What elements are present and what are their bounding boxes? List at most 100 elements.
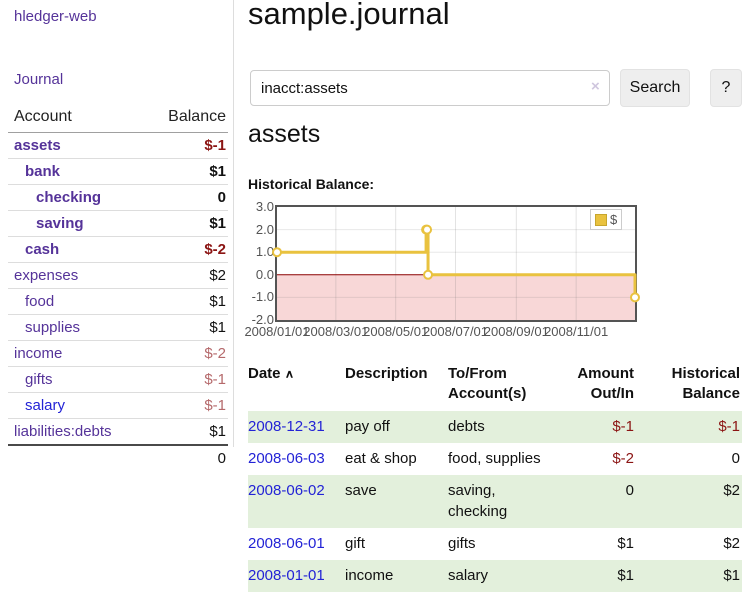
register-date-cell: 2008-06-03 (248, 443, 345, 475)
account-link[interactable]: checking (36, 189, 102, 206)
help-button[interactable]: ? (710, 69, 742, 107)
sidebar-accounts-header: Account Balance (8, 106, 228, 133)
register-description-cell: eat & shop (345, 449, 417, 467)
register-row: 2008-01-01 income salary $1 $1 (248, 559, 742, 592)
sidebar-total-row: 0 (8, 444, 228, 471)
account-link[interactable]: income (14, 345, 63, 362)
sidebar-account-row: saving $1 (8, 210, 228, 236)
register-description-cell: income (345, 566, 394, 584)
sidebar-account-row: expenses $2 (8, 262, 228, 288)
sidebar-account-row: income $-2 (8, 340, 228, 366)
account-link[interactable]: gifts (25, 371, 53, 388)
x-tick-label: 2008/03/01 (303, 324, 369, 339)
sidebar-total-value: 0 (217, 450, 226, 467)
page-title: sample.journal (248, 0, 450, 31)
account-balance: $1 (209, 319, 226, 336)
transaction-date-link[interactable]: 2008-06-01 (248, 534, 325, 552)
account-balance: $1 (209, 163, 226, 180)
account-link[interactable]: saving (36, 215, 84, 232)
search-button[interactable]: Search (620, 69, 690, 107)
account-balance: $-2 (204, 241, 226, 258)
account-link[interactable]: expenses (14, 267, 79, 284)
register-date-cell: 2008-06-01 (248, 528, 345, 560)
x-tick-label: 2008/05/01 (363, 324, 429, 339)
register-balance-cell: $2 (723, 481, 740, 499)
transaction-date-link[interactable]: 2008-06-03 (248, 449, 325, 467)
sidebar-account-row: liabilities:debts $1 (8, 418, 228, 444)
account-column-header: Account (14, 108, 72, 125)
account-link[interactable]: food (25, 293, 55, 310)
account-link[interactable]: cash (25, 241, 60, 258)
col-header-date[interactable]: Date ∧ (248, 365, 295, 382)
register-balance-cell: $1 (723, 566, 740, 584)
col-header-balance: Historical Balance (671, 365, 740, 403)
legend-series-label: $ (610, 212, 618, 227)
register-date-cell: 2008-01-01 (248, 560, 345, 592)
register-header-row: Date ∧ Description To/From Account(s) Am… (248, 362, 742, 411)
search-input[interactable] (250, 70, 610, 106)
register-row: 2008-06-03 eat & shop food, supplies $-2 0 (248, 443, 742, 475)
account-balance: $2 (209, 267, 226, 284)
account-heading: assets (248, 120, 321, 148)
account-balance: 0 (217, 189, 226, 206)
register-table: Date ∧ Description To/From Account(s) Am… (248, 362, 742, 592)
y-tick-label: 2.0 (255, 221, 274, 237)
account-balance: $-1 (204, 397, 226, 414)
x-tick-label: 2008/07/01 (422, 324, 489, 339)
sidebar-item-journal[interactable]: Journal (14, 71, 64, 88)
register-amount-cell: 0 (625, 481, 634, 499)
sidebar-account-row: salary $-1 (8, 392, 228, 418)
register-amount-cell: $-2 (612, 449, 634, 467)
sidebar-account-row: gifts $-1 (8, 366, 228, 392)
clear-search-icon[interactable]: × (591, 78, 600, 95)
y-tick-label: -2.0 (251, 312, 274, 327)
transaction-date-link[interactable]: 2008-01-01 (248, 566, 325, 584)
app-brand-link[interactable]: hledger-web (14, 8, 97, 25)
register-amount-cell: $1 (617, 566, 634, 584)
sidebar-accounts-table: Account Balance assets $-1 bank $1 checking 0… (8, 106, 228, 471)
account-link[interactable]: salary (25, 397, 66, 414)
sidebar-account-row: assets $-1 (8, 133, 228, 158)
y-tick-label: 0.0 (255, 266, 274, 282)
sidebar-account-row: checking 0 (8, 184, 228, 210)
register-accounts-cell: saving, checking (448, 481, 508, 520)
register-row: 2008-12-31 pay off debts $-1 $-1 (248, 410, 742, 443)
y-tick-label: -1.0 (251, 289, 274, 305)
historical-balance-chart: 3.0 2.0 1.0 0.0 -1.0 -2.0 $ 2008/01/01 2008/03… (244, 199, 742, 345)
col-header-description: Description (345, 365, 428, 382)
register-balance-cell: $2 (723, 534, 740, 552)
main-content: sample.journal × Search ? assets Histori… (244, 0, 742, 592)
register-accounts-cell: gifts (448, 534, 476, 552)
sidebar-divider (233, 0, 234, 447)
account-link[interactable]: supplies (25, 319, 81, 336)
transaction-date-link[interactable]: 2008-12-31 (248, 417, 325, 435)
register-accounts-cell: debts (448, 417, 485, 435)
account-balance: $-2 (204, 345, 226, 362)
sort-asc-icon: ∧ (284, 367, 295, 380)
account-balance: $1 (209, 215, 226, 232)
register-amount-cell: $-1 (612, 417, 634, 435)
account-balance: $-1 (204, 137, 226, 154)
legend-swatch-icon (595, 213, 607, 226)
x-tick-label: 2008/09/01 (483, 324, 549, 339)
account-balance: $1 (209, 423, 226, 440)
sidebar-account-row: food $1 (8, 288, 228, 314)
register-accounts-cell: food, supplies (448, 449, 541, 467)
y-tick-label: 1.0 (255, 244, 274, 260)
account-balance: $-1 (204, 371, 226, 388)
account-link[interactable]: assets (14, 137, 61, 154)
register-balance-cell: 0 (731, 449, 740, 467)
transaction-date-link[interactable]: 2008-06-02 (248, 481, 325, 499)
account-link[interactable]: bank (25, 163, 61, 180)
register-date-cell: 2008-06-02 (248, 475, 345, 528)
balance-line-chart-svg (272, 207, 640, 320)
sidebar-account-list: assets $-1 bank $1 checking 0 saving $1 cash $-2 e… (8, 133, 228, 444)
register-row: 2008-06-01 gift gifts $1 $2 (248, 528, 742, 560)
register-row: 2008-06-02 save saving, checking 0 $2 (248, 474, 742, 528)
y-tick-label: 3.0 (255, 199, 274, 214)
chart-title: Historical Balance: (248, 176, 375, 192)
x-tick-label: 2008/01/01 (244, 324, 310, 339)
col-header-accounts: To/From Account(s) (448, 365, 527, 403)
account-link[interactable]: liabilities:debts (14, 423, 112, 440)
chart-legend: $ (590, 209, 623, 230)
